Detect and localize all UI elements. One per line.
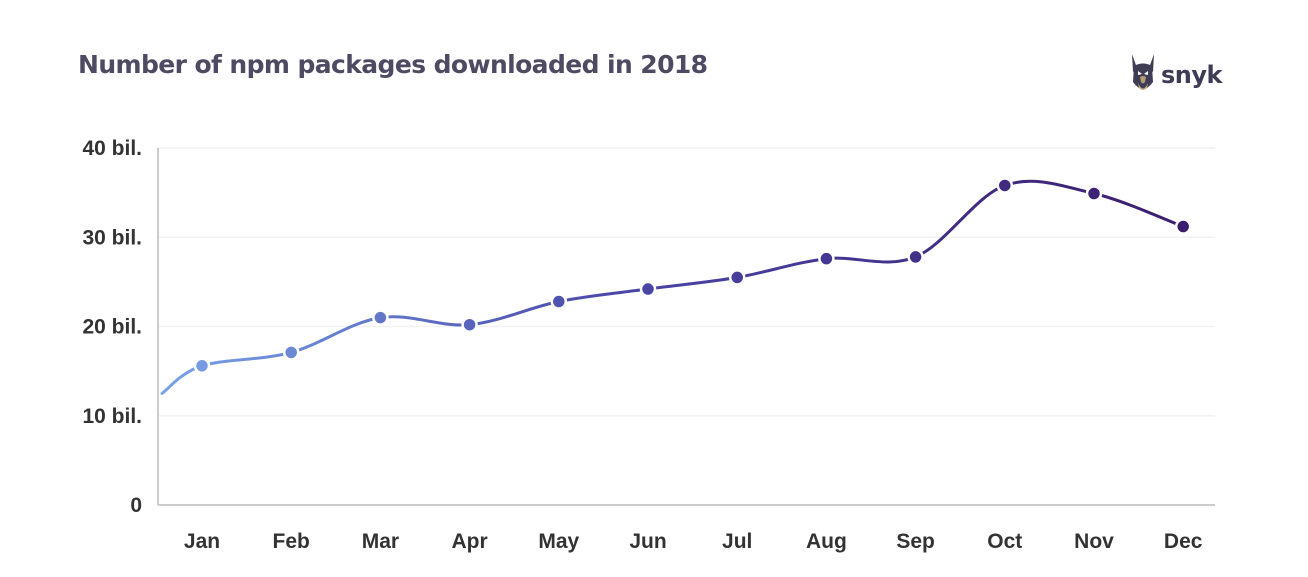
y-tick-label: 0 (130, 494, 142, 517)
data-point[interactable] (1085, 185, 1103, 202)
data-point[interactable] (1174, 218, 1192, 235)
snyk-logo-text: snyk (1161, 61, 1222, 89)
y-tick-label: 30 bil. (82, 226, 142, 249)
x-tick-label: Jul (722, 530, 752, 553)
x-tick-label: Aug (806, 530, 847, 553)
x-tick-label: Feb (273, 530, 310, 553)
chart-title: Number of npm packages downloaded in 201… (78, 50, 708, 79)
y-tick-label: 40 bil. (82, 137, 142, 160)
data-point[interactable] (372, 309, 389, 326)
data-point[interactable] (461, 316, 478, 333)
doberman-dog-icon (1132, 54, 1154, 90)
snyk-logo: snyk (1128, 52, 1222, 98)
data-point[interactable] (639, 280, 657, 298)
x-tick-label: Mar (362, 530, 399, 553)
data-point[interactable] (550, 293, 568, 310)
data-point[interactable] (728, 269, 746, 286)
data-point[interactable] (996, 177, 1014, 194)
x-tick-label: May (538, 530, 579, 553)
x-tick-label: Dec (1164, 530, 1203, 553)
series-line (160, 179, 1185, 395)
data-point[interactable] (282, 344, 300, 361)
x-tick-label: Oct (987, 530, 1022, 553)
data-point[interactable] (193, 357, 211, 375)
data-point[interactable] (907, 248, 924, 266)
y-tick-label: 10 bil. (82, 405, 142, 428)
x-tick-label: Jun (629, 530, 666, 553)
x-tick-label: Jan (184, 530, 220, 553)
y-tick-label: 20 bil. (82, 316, 142, 339)
x-tick-label: Nov (1074, 530, 1114, 553)
x-tick-label: Apr (452, 530, 488, 553)
x-tick-label: Sep (896, 530, 935, 553)
data-point[interactable] (818, 250, 835, 267)
